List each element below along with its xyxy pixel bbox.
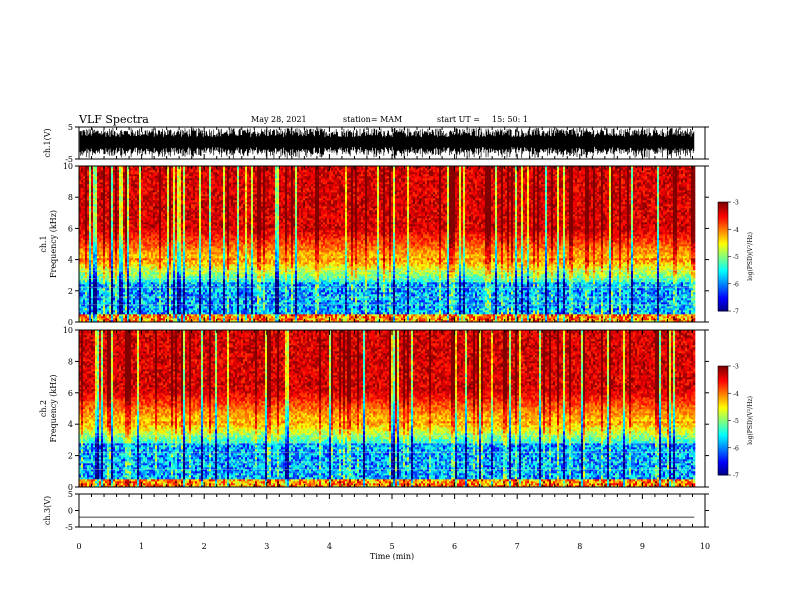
x-tick-label: 10 <box>700 542 710 551</box>
spectrogram-ylabel: Frequency (kHz) <box>49 210 58 278</box>
ch1-signal-trace <box>80 128 694 159</box>
colorbar-tick-label: -4 <box>733 391 739 398</box>
y-tick-label: 2 <box>68 287 73 296</box>
x-tick-label: 1 <box>139 542 144 551</box>
y-tick-label: 0 <box>68 507 73 516</box>
x-tick-label: 4 <box>327 542 332 551</box>
spectrogram-ylabel: ch.1 <box>39 235 48 252</box>
y-tick-label: -5 <box>65 523 73 532</box>
y-tick-label: 4 <box>68 256 73 265</box>
spectrogram-ylabel: ch.2 <box>39 400 48 417</box>
spectrogram-ylabel: Frequency (kHz) <box>49 374 58 442</box>
y-tick-label: 5 <box>68 123 73 132</box>
colorbar-tick-label: -5 <box>733 418 739 425</box>
colorbar-label: log(PSD)(V²/Hz) <box>747 232 754 281</box>
colorbar-tick-label: -4 <box>733 227 739 234</box>
x-tick-label: 0 <box>76 542 81 551</box>
ch1-waveform-panel: 5-5ch.1(V) <box>43 123 709 164</box>
x-tick-label: 5 <box>389 542 394 551</box>
colorbar-1: -3 -4 -5 -6 -7 log(PSD)(V²/Hz) <box>718 200 754 316</box>
colorbars: -3 -4 -5 -6 -7 log(PSD)(V²/Hz) -3 -4 -5 -6 -7 log(P… <box>718 200 754 480</box>
ch3-waveform-panel: 5 0 -5 ch.3(V) <box>43 490 709 532</box>
time-axis: 0 1 2 3 4 5 6 7 8 9 10 Time (min) <box>76 542 710 561</box>
colorbar-tick-label: -6 <box>733 445 739 452</box>
colorbar-tick-label: -5 <box>733 254 739 261</box>
ch1-ylabel: ch.1(V) <box>43 128 52 157</box>
y-tick-label: 8 <box>68 193 73 202</box>
y-tick-label: 10 <box>63 162 73 171</box>
colorbar-tick-label: -3 <box>733 200 739 207</box>
y-tick-label: 5 <box>68 490 73 499</box>
x-axis-label: Time (min) <box>370 552 414 561</box>
colorbar-2: -3 -4 -5 -6 -7 log(PSD)(V²/Hz) <box>718 364 754 480</box>
y-tick-label: 6 <box>68 389 73 398</box>
colorbar-label: log(PSD)(V²/Hz) <box>747 396 754 445</box>
y-tick-label: 10 <box>63 326 73 335</box>
x-tick-label: 8 <box>577 542 582 551</box>
x-tick-label: 2 <box>202 542 207 551</box>
figure: 5-5ch.1(V) 0246810ch.1 Frequency (kHz) 02… <box>0 0 792 612</box>
x-tick-label: 9 <box>640 542 645 551</box>
y-tick-label: 8 <box>68 357 73 366</box>
ch3-ylabel: ch.3(V) <box>43 496 52 525</box>
colorbar-tick-label: -3 <box>733 364 739 371</box>
x-tick-label: 3 <box>264 542 269 551</box>
colorbar-tick-label: -6 <box>733 281 739 288</box>
spectrogram-cells-2 <box>79 330 695 487</box>
spectrogram-cells-1 <box>79 166 695 322</box>
colorbar-tick-label: -7 <box>733 473 739 480</box>
y-tick-label: 2 <box>68 452 73 461</box>
colorbar-tick-label: -7 <box>733 309 739 316</box>
y-tick-label: 6 <box>68 224 73 233</box>
y-tick-label: 4 <box>68 420 73 429</box>
x-tick-label: 6 <box>452 542 457 551</box>
x-tick-label: 7 <box>515 542 520 551</box>
